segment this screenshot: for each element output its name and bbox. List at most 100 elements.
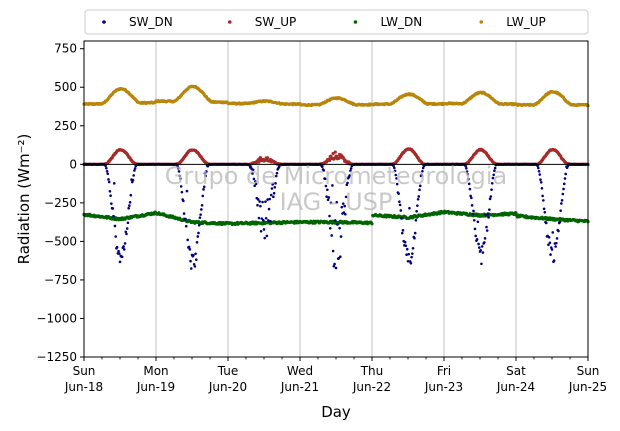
sw-dn-point (176, 164, 179, 168)
sw-dn-point (483, 241, 486, 244)
y-tick-label-7: −1000 (36, 311, 77, 325)
sw-dn-point (488, 208, 491, 211)
sw-dn-point (407, 252, 411, 256)
sw-dn-point (177, 170, 181, 173)
sw-dn-point (108, 189, 112, 193)
sw-dn-point (547, 243, 550, 247)
y-tick-label-5: −500 (44, 234, 77, 248)
sw-dn-point (413, 231, 417, 235)
sw-dn-point (254, 182, 258, 186)
sw-dn-point (342, 211, 346, 214)
sw-dn-point (333, 262, 336, 266)
sw-dn-point (480, 245, 484, 248)
sw-dn-point (479, 249, 483, 252)
sw-dn-point (186, 238, 189, 242)
sw-dn-point (475, 238, 479, 241)
sw-dn-point (560, 202, 563, 205)
sw-dn-point (195, 258, 198, 261)
sw-dn-point (486, 212, 490, 216)
sw-dn-point (328, 214, 331, 218)
sw-dn-point (184, 217, 187, 221)
data-points (82, 84, 590, 270)
sw-dn-point (256, 198, 260, 201)
sw-dn-point (266, 198, 269, 201)
sw-dn-point (125, 232, 128, 236)
sw-up-point (327, 158, 332, 163)
sw-dn-point (179, 177, 182, 180)
sw-dn-point (398, 200, 401, 203)
sw-dn-point (195, 241, 199, 244)
legend: SW_DN SW_UP LW_DN LW_UP (84, 9, 589, 35)
sw-dn-point (112, 214, 115, 218)
sw-dn-point (267, 219, 270, 222)
sw-dn-point (251, 168, 255, 172)
sw-dn-point (179, 185, 183, 188)
sw-dn-point (488, 197, 492, 201)
sw-dn-point (104, 164, 107, 168)
sw-dn-point (393, 166, 396, 170)
legend-label-lw-up: LW_UP (506, 15, 545, 29)
sw-dn-point (324, 184, 328, 188)
legend-label-lw-dn: LW_DN (381, 15, 423, 29)
sw-dn-point (122, 245, 125, 248)
sw-dn-point (339, 235, 343, 238)
sw-up-point (266, 156, 270, 160)
sw-dn-point (327, 196, 331, 199)
sw-dn-point (251, 172, 254, 175)
sw-dn-point (113, 224, 117, 228)
sw-dn-point (117, 249, 120, 253)
sw-dn-point (348, 174, 351, 177)
sw-dn-point (269, 219, 272, 223)
sw-dn-point (205, 170, 208, 173)
sw-dn-point (411, 252, 414, 255)
sw-dn-point (322, 169, 326, 172)
sw-dn-point (557, 229, 560, 233)
sw-dn-point (547, 235, 551, 239)
sw-dn-point (272, 191, 276, 195)
sw-dn-point (197, 223, 201, 227)
sw-dn-point (110, 202, 113, 205)
sw-dn-point (493, 169, 496, 172)
sw-dn-point (256, 203, 259, 207)
y-tick-label-4: −250 (44, 196, 77, 210)
sw-dn-point (335, 200, 339, 204)
sw-dn-point (128, 201, 132, 204)
sw-dn-point (204, 174, 207, 178)
sw-dn-point (120, 255, 124, 259)
sw-dn-point (473, 227, 477, 231)
sw-dn-point (274, 182, 277, 185)
sw-dn-point (107, 180, 111, 184)
sw-dn-point (395, 182, 399, 186)
sw-dn-point (468, 187, 472, 191)
sw-dn-point (189, 267, 193, 270)
sw-dn-point (189, 259, 192, 263)
sw-dn-point (331, 249, 335, 253)
sw-dn-point (485, 225, 488, 229)
sw-dn-point (202, 188, 205, 191)
sw-dn-point (112, 182, 116, 185)
lw-dn-point (514, 211, 518, 215)
sw-dn-point (184, 224, 188, 228)
sw-dn-point (133, 169, 136, 172)
x-axis-title: Day (321, 403, 351, 421)
sw-dn-point (538, 173, 542, 176)
sw-dn-point (263, 236, 267, 240)
y-tick-label-2: 250 (54, 119, 77, 133)
sw-dn-point (200, 203, 204, 207)
sw-dn-point (344, 212, 347, 216)
sw-dn-point (470, 196, 473, 200)
sw-dn-point (126, 221, 130, 225)
sw-dn-point (485, 229, 489, 232)
sw-dn-point (196, 235, 200, 238)
sw-dn-point (548, 241, 552, 245)
sw-dn-point (469, 194, 472, 198)
sw-dn-point (325, 195, 328, 198)
axes: 7505002500−250−500−750−1000−1250SunJun-1… (15, 42, 607, 421)
sw-dn-point (334, 266, 338, 270)
sw-up-point (257, 160, 261, 164)
sw-dn-point (333, 219, 337, 222)
x-tick-day-2: Tue (217, 364, 239, 378)
sw-dn-point (555, 237, 559, 240)
sw-dn-point (271, 183, 274, 186)
sw-dn-point (400, 216, 403, 220)
